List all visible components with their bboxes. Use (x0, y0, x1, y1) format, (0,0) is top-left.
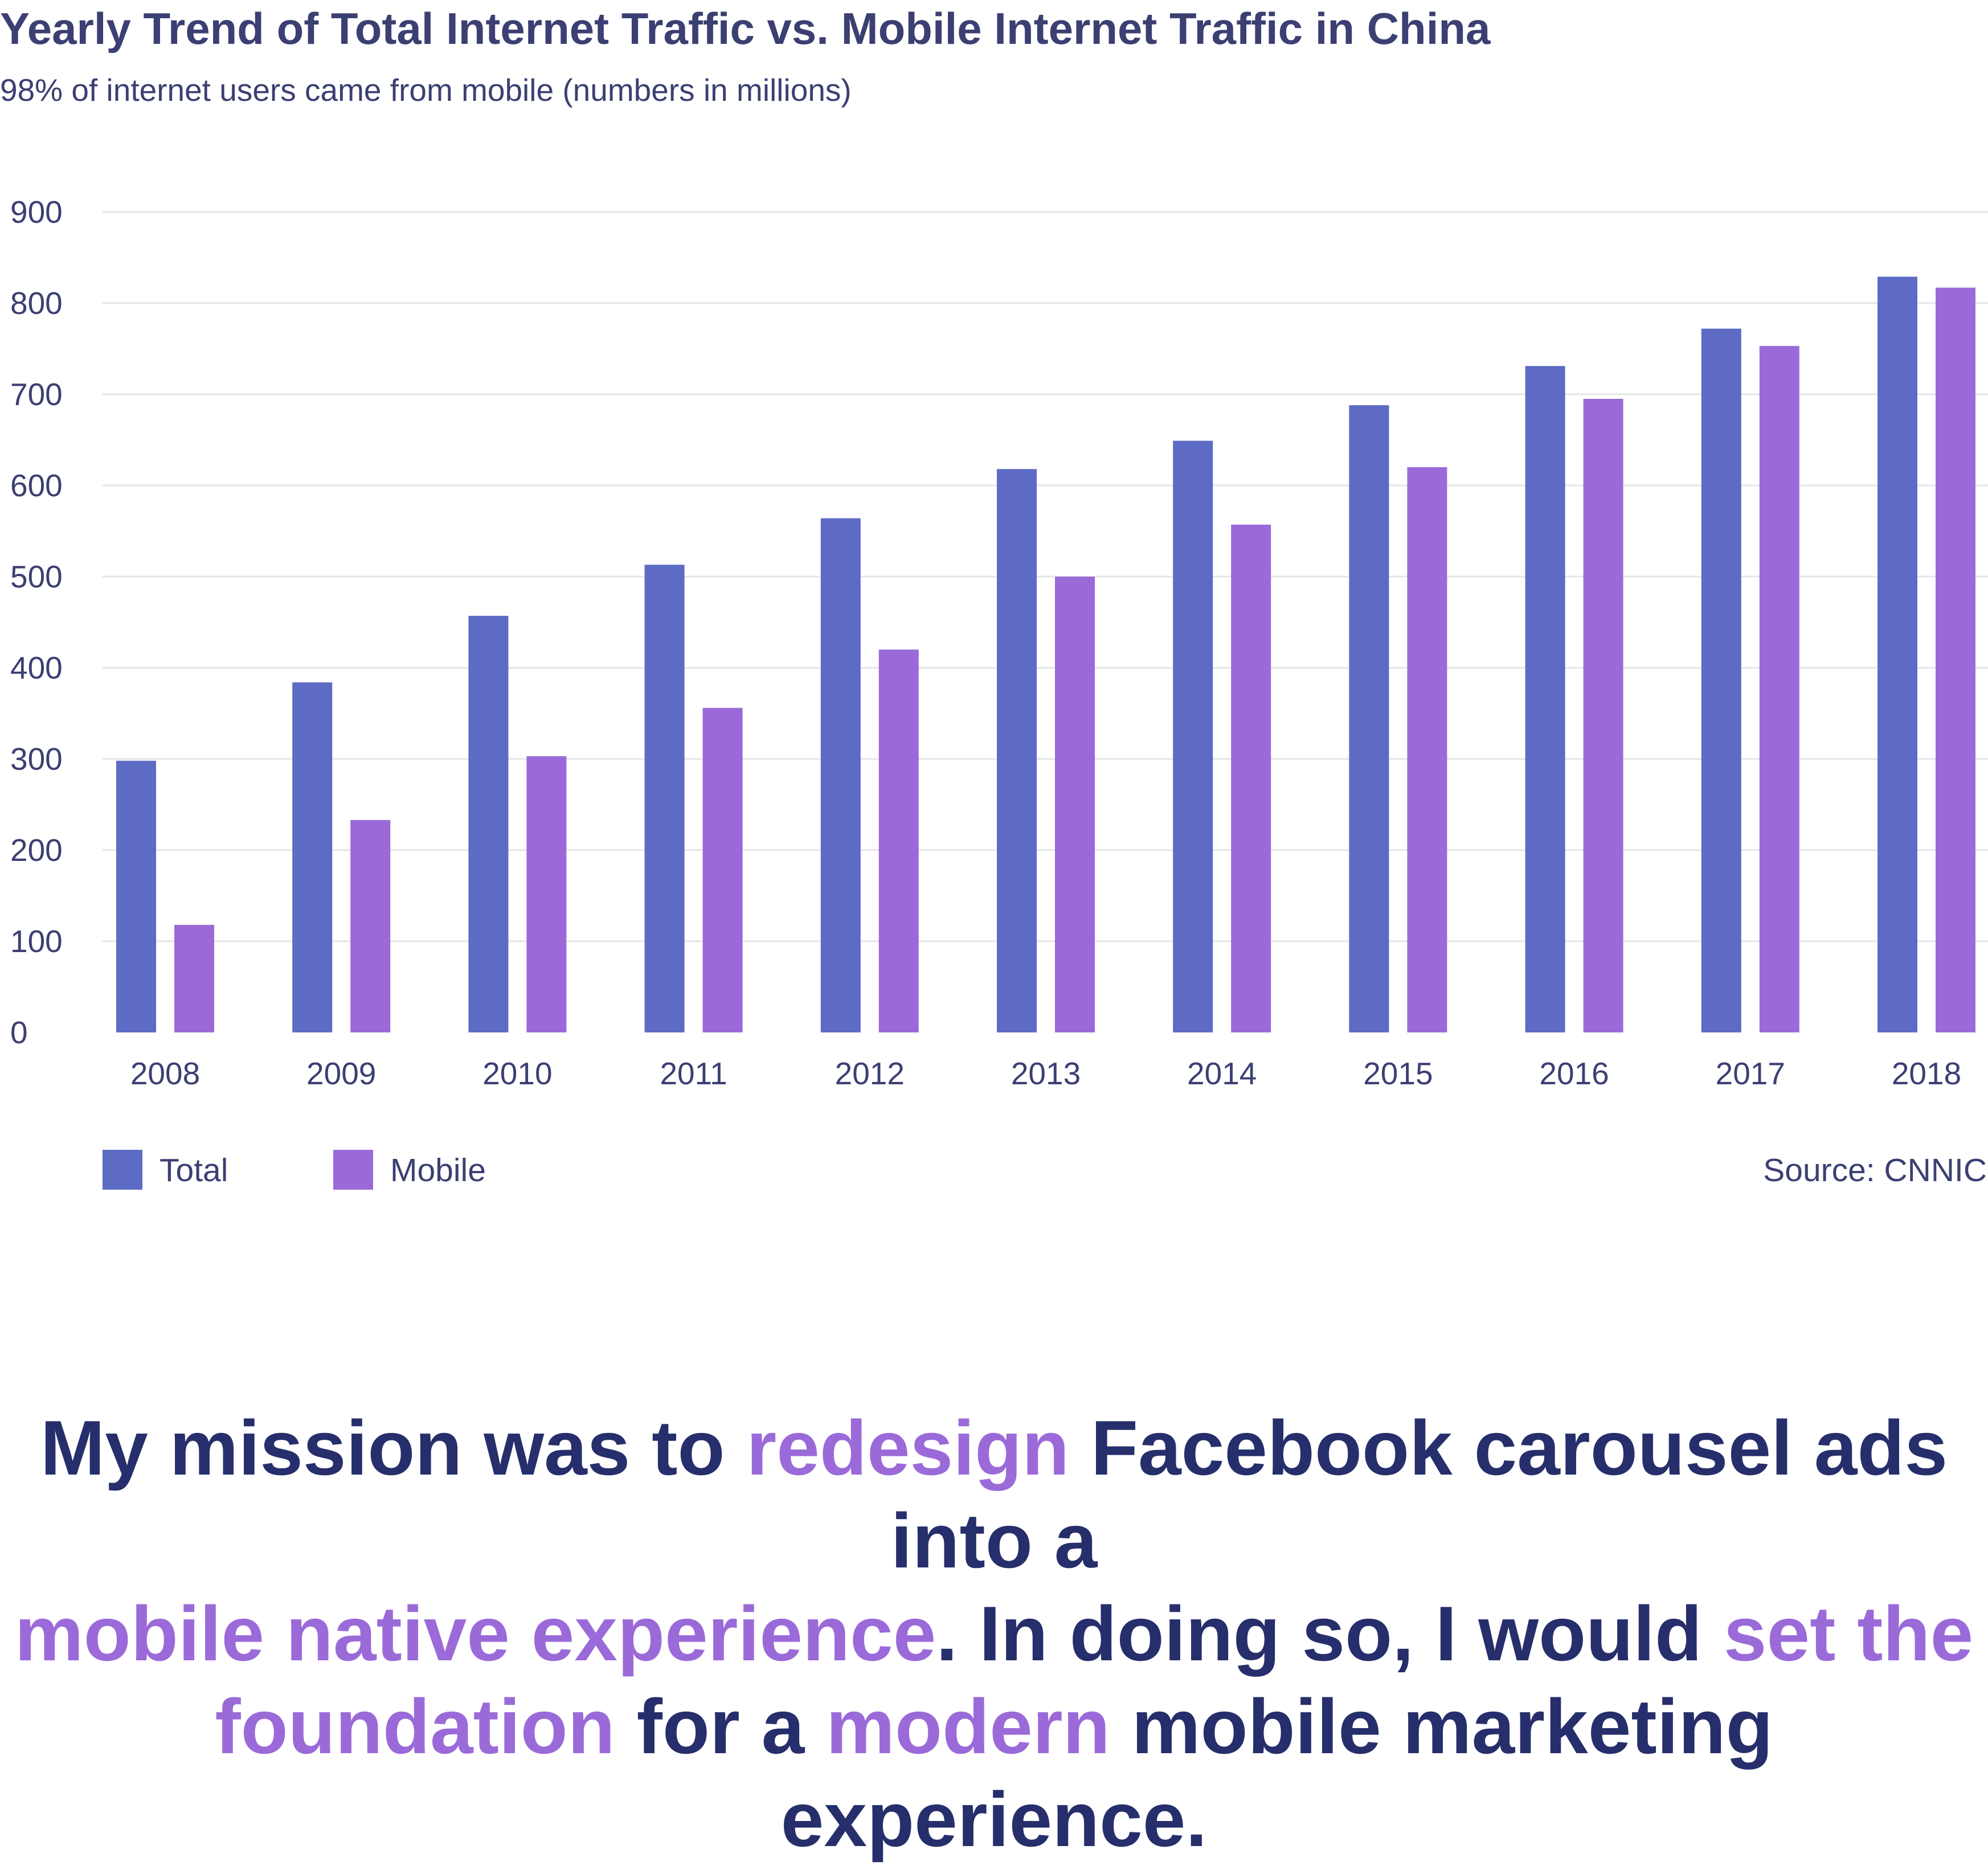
chart-subtitle: 98% of internet users came from mobile (… (0, 72, 852, 108)
y-tick-label: 600 (10, 468, 63, 503)
y-tick-label: 900 (10, 194, 63, 230)
bar-mobile-2013 (1055, 577, 1095, 1032)
bar-mobile-2011 (702, 708, 743, 1032)
y-tick-label: 400 (10, 650, 63, 685)
y-tick-label: 800 (10, 285, 63, 321)
chart-title: Yearly Trend of Total Internet Traffic v… (0, 3, 1491, 54)
bar-mobile-2015 (1407, 467, 1447, 1032)
x-tick-label: 2016 (1539, 1056, 1609, 1091)
caption-highlight: foundation (215, 1683, 615, 1770)
x-tick-label: 2013 (1011, 1056, 1081, 1091)
caption-text: for a (615, 1683, 827, 1770)
bar-mobile-2012 (878, 650, 919, 1032)
bar-total-2011 (644, 565, 685, 1032)
y-tick-label: 700 (10, 377, 63, 412)
bar-total-2018 (1877, 276, 1917, 1033)
bar-total-2015 (1349, 405, 1389, 1033)
x-tick-label: 2017 (1716, 1056, 1785, 1091)
legend-swatch-mobile (333, 1150, 373, 1190)
x-tick-label: 2008 (130, 1056, 200, 1091)
bar-mobile-2016 (1583, 399, 1623, 1032)
bar-mobile-2018 (1936, 287, 1975, 1032)
x-axis-ticks: 2008 2009 2010 2011 2012 2013 2014 2015 2016 2017… (130, 1056, 1961, 1091)
grid-lines (103, 211, 1988, 942)
y-tick-label: 100 (10, 924, 63, 959)
y-tick-label: 300 (10, 741, 63, 777)
y-tick-label: 0 (10, 1015, 28, 1050)
bar-total-2014 (1173, 440, 1213, 1032)
x-tick-label: 2014 (1187, 1056, 1257, 1091)
bar-total-2016 (1525, 366, 1565, 1032)
bar-chart: 0 100 200 300 400 500 600 700 800 900 2008 2009 201… (10, 194, 1988, 1190)
bar-total-2008 (116, 761, 156, 1032)
bar-total-2010 (468, 615, 509, 1032)
bar-total-2009 (292, 682, 333, 1032)
y-tick-label: 200 (10, 832, 63, 868)
bar-mobile-2008 (174, 925, 214, 1032)
x-tick-label: 2015 (1363, 1056, 1433, 1091)
bar-mobile-2009 (350, 820, 391, 1032)
caption-line-2: mobile native experience. In doing so, I… (0, 1587, 1988, 1680)
x-tick-label: 2010 (482, 1056, 552, 1091)
bar-mobile-2014 (1231, 524, 1271, 1032)
caption-statement: My mission was to redesign Facebook caro… (0, 1402, 1988, 1866)
bar-total-2017 (1701, 328, 1741, 1032)
legend-label-mobile: Mobile (390, 1152, 486, 1189)
caption-text: . In doing so, I would (936, 1590, 1724, 1677)
y-tick-label: 500 (10, 559, 63, 594)
caption-line-3: foundation for a modern mobile marketing… (0, 1680, 1988, 1866)
caption-highlight: set the (1723, 1590, 1974, 1677)
bar-total-2013 (997, 469, 1037, 1032)
x-tick-label: 2011 (660, 1056, 727, 1091)
caption-highlight: redesign (746, 1404, 1070, 1491)
caption-line-1: My mission was to redesign Facebook caro… (0, 1402, 1988, 1587)
x-tick-label: 2018 (1892, 1056, 1961, 1091)
x-tick-label: 2012 (835, 1056, 905, 1091)
x-tick-label: 2009 (306, 1056, 376, 1091)
bar-mobile-2010 (526, 756, 567, 1032)
legend-swatch-total (103, 1150, 142, 1190)
bar-mobile-2017 (1759, 346, 1799, 1033)
caption-text: My mission was to (40, 1404, 747, 1491)
legend: Total Mobile (103, 1150, 486, 1190)
source-note: Source: CNNIC (1763, 1152, 1987, 1189)
y-axis-ticks: 0 100 200 300 400 500 600 700 800 900 (10, 194, 63, 1050)
caption-text: Facebook carousel ads into a (890, 1404, 1948, 1584)
bars (116, 276, 1975, 1033)
legend-label-total: Total (159, 1152, 228, 1189)
bar-total-2012 (820, 518, 861, 1032)
caption-highlight: modern (826, 1683, 1110, 1770)
caption-highlight: mobile native experience (14, 1590, 936, 1677)
